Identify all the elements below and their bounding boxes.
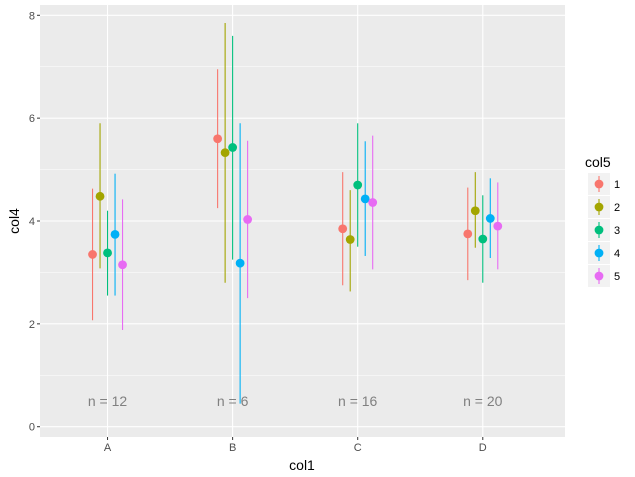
x-tick-label: B bbox=[229, 442, 236, 454]
legend-label: 1 bbox=[614, 179, 620, 191]
y-axis-title: col4 bbox=[6, 208, 22, 234]
legend-label: 3 bbox=[614, 225, 620, 237]
data-point bbox=[213, 134, 223, 144]
data-point bbox=[235, 258, 245, 268]
y-tick-label: 6 bbox=[29, 113, 35, 125]
data-point bbox=[243, 215, 253, 224]
data-point bbox=[368, 198, 378, 207]
data-point bbox=[118, 260, 127, 270]
y-tick-label: 4 bbox=[29, 216, 35, 228]
data-point bbox=[110, 229, 120, 239]
legend-label: 2 bbox=[614, 202, 620, 214]
data-point bbox=[470, 206, 480, 216]
grid-minor bbox=[40, 66, 565, 376]
legend-key-point bbox=[594, 271, 604, 281]
data-point bbox=[493, 221, 503, 231]
annotations: n = 12 n = 6 n = 16 n = 20 bbox=[88, 393, 503, 409]
legend-key-point bbox=[594, 179, 604, 189]
data-point bbox=[353, 180, 363, 190]
y-tick-label: 8 bbox=[29, 10, 35, 22]
x-axis-title: col1 bbox=[289, 457, 315, 473]
legend: col5 1 2 3 4 5 bbox=[585, 154, 620, 287]
data-point bbox=[338, 224, 348, 234]
data-point bbox=[485, 214, 495, 223]
y-axis: 0 2 4 6 8 bbox=[29, 10, 40, 434]
legend-key-point bbox=[594, 225, 604, 235]
sample-size-label: n = 16 bbox=[338, 393, 378, 409]
legend-title: col5 bbox=[585, 154, 611, 170]
x-axis: A B C D bbox=[104, 437, 487, 454]
legend-label: 5 bbox=[614, 271, 620, 283]
data-point bbox=[228, 143, 238, 152]
legend-key-point bbox=[594, 202, 604, 212]
x-tick-label: C bbox=[354, 442, 362, 454]
y-tick-label: 0 bbox=[29, 422, 35, 434]
data-point bbox=[345, 235, 355, 244]
data-point bbox=[103, 248, 112, 258]
sample-size-label: n = 6 bbox=[217, 393, 249, 409]
data-point bbox=[360, 194, 370, 204]
data-point bbox=[88, 250, 97, 259]
points bbox=[88, 134, 503, 270]
sample-size-label: n = 12 bbox=[88, 393, 128, 409]
data-point bbox=[95, 191, 105, 201]
y-tick-label: 2 bbox=[29, 319, 35, 331]
data-point bbox=[220, 148, 230, 158]
sample-size-label: n = 20 bbox=[463, 393, 503, 409]
data-point bbox=[463, 229, 473, 239]
legend-key-point bbox=[594, 248, 604, 258]
x-tick-label: A bbox=[104, 442, 112, 454]
x-tick-label: D bbox=[479, 442, 487, 454]
data-point bbox=[478, 234, 488, 244]
legend-label: 4 bbox=[614, 248, 620, 260]
